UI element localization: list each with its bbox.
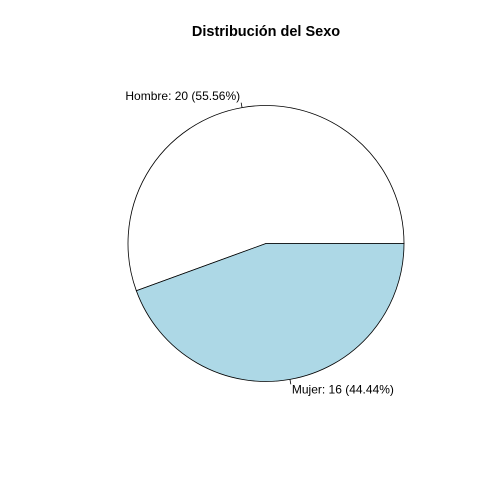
leader-line-mujer [289, 379, 292, 385]
slice-label-hombre: Hombre: 20 (55.56%) [125, 89, 240, 103]
chart-title: Distribución del Sexo [192, 24, 340, 40]
leader-line-hombre [240, 102, 243, 108]
slice-labels: Hombre: 20 (55.56%) Mujer: 16 (44.44%) [125, 89, 394, 396]
pie-slice-hombre [127, 105, 405, 292]
label-leader-lines [240, 102, 292, 385]
pie-slices [127, 105, 405, 382]
slice-label-mujer: Mujer: 16 (44.44%) [292, 382, 394, 396]
